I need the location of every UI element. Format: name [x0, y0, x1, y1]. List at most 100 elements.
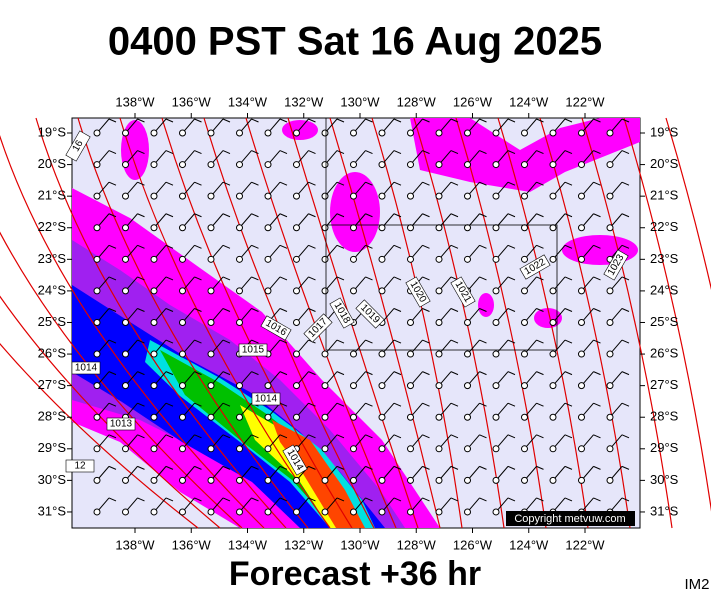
- barb-flag: [137, 497, 145, 502]
- isobar: [623, 117, 711, 512]
- isobar-value: 12: [74, 461, 86, 472]
- barb-flag: [564, 244, 573, 249]
- barb-flag: [422, 339, 430, 344]
- latitude-label: 30°S: [38, 472, 67, 487]
- map-frame: [0, 117, 711, 529]
- station: [236, 382, 243, 390]
- barb-flag: [422, 118, 430, 123]
- station: [407, 161, 414, 169]
- barb-flag: [507, 181, 516, 186]
- wind-barb: [179, 213, 202, 232]
- barb-flag: [507, 118, 516, 123]
- station: [179, 382, 186, 390]
- station: [606, 318, 614, 326]
- barb-flag: [536, 118, 544, 123]
- station: [93, 318, 101, 326]
- wind-barb: [350, 371, 373, 390]
- wind-barb: [179, 402, 202, 421]
- wind-barb: [378, 371, 402, 390]
- wind-barb: [378, 402, 402, 421]
- wind-barb: [321, 150, 345, 169]
- barb-flag: [279, 371, 288, 376]
- barb-flag: [564, 497, 573, 502]
- barb-flag: [593, 465, 601, 470]
- station: [435, 445, 443, 453]
- barb-flag: [593, 339, 601, 344]
- station: [492, 413, 500, 421]
- barb-flag: [194, 497, 202, 502]
- barb-flag: [422, 497, 430, 502]
- isobar: [455, 117, 547, 529]
- barb-flag: [137, 402, 145, 407]
- wind-barb: [93, 339, 117, 358]
- wind-barb: [236, 465, 259, 484]
- station: [321, 161, 329, 169]
- station: [492, 476, 500, 484]
- longitude-label: 128°W: [397, 537, 437, 552]
- barb-flag: [108, 150, 117, 155]
- wind-barb: [122, 244, 145, 263]
- station: [236, 161, 243, 169]
- barb-flag: [479, 276, 487, 281]
- wind-barb: [378, 434, 402, 453]
- label-box: [65, 130, 91, 162]
- barb-flag: [108, 434, 117, 439]
- wind-barb: [122, 308, 145, 326]
- station: [578, 287, 585, 295]
- station: [549, 382, 557, 390]
- barb-flag: [450, 118, 459, 123]
- barb-flag: [108, 181, 117, 186]
- wind-barb: [606, 213, 630, 232]
- station: [93, 476, 101, 484]
- station: [435, 508, 443, 516]
- wind-barb: [236, 276, 259, 295]
- station: [578, 350, 585, 358]
- latitude-label: 19°S: [650, 124, 679, 139]
- station: [236, 476, 243, 484]
- wind-barb: [435, 465, 459, 484]
- station: [350, 508, 357, 516]
- station: [407, 476, 414, 484]
- wind-barb: [207, 244, 231, 263]
- wind-barb: [207, 118, 231, 137]
- barb-flag: [393, 150, 402, 155]
- barb-flag: [251, 371, 259, 376]
- barb-flag: [536, 371, 544, 376]
- barb-flag: [308, 308, 316, 312]
- station: [378, 476, 386, 484]
- wind-barb: [378, 497, 402, 516]
- barb-flag: [222, 308, 231, 312]
- station: [549, 224, 557, 232]
- station: [492, 192, 500, 200]
- barb-flag: [336, 497, 345, 502]
- wind-barb: [464, 434, 487, 453]
- station: [150, 255, 158, 263]
- barb-flag: [194, 308, 202, 312]
- latitude-label: 21°S: [650, 188, 679, 203]
- isobar-label: 1015: [238, 343, 268, 357]
- station: [207, 382, 215, 390]
- wind-barb: [207, 276, 231, 295]
- barb-flag: [422, 244, 430, 249]
- wind-barb: [549, 213, 573, 232]
- barb-flag: [222, 402, 231, 407]
- wind-barb: [378, 276, 402, 295]
- wind-barb: [236, 118, 259, 137]
- barb-flag: [279, 181, 288, 186]
- wind-barb: [179, 276, 202, 295]
- wind-barb: [549, 402, 573, 421]
- barb-flag: [251, 150, 259, 155]
- barb-flag: [251, 497, 259, 502]
- barb-flag: [137, 150, 145, 155]
- barb-flag: [479, 402, 487, 407]
- barb-flag: [536, 181, 544, 186]
- barb-flag: [308, 276, 316, 281]
- barb-flag: [621, 244, 630, 249]
- barb-flag: [479, 150, 487, 155]
- barb-flag: [336, 465, 345, 470]
- barb-flag: [593, 371, 601, 376]
- barb-flag: [621, 181, 630, 186]
- barb-flag: [165, 434, 174, 439]
- corner-label: IM2: [684, 576, 709, 593]
